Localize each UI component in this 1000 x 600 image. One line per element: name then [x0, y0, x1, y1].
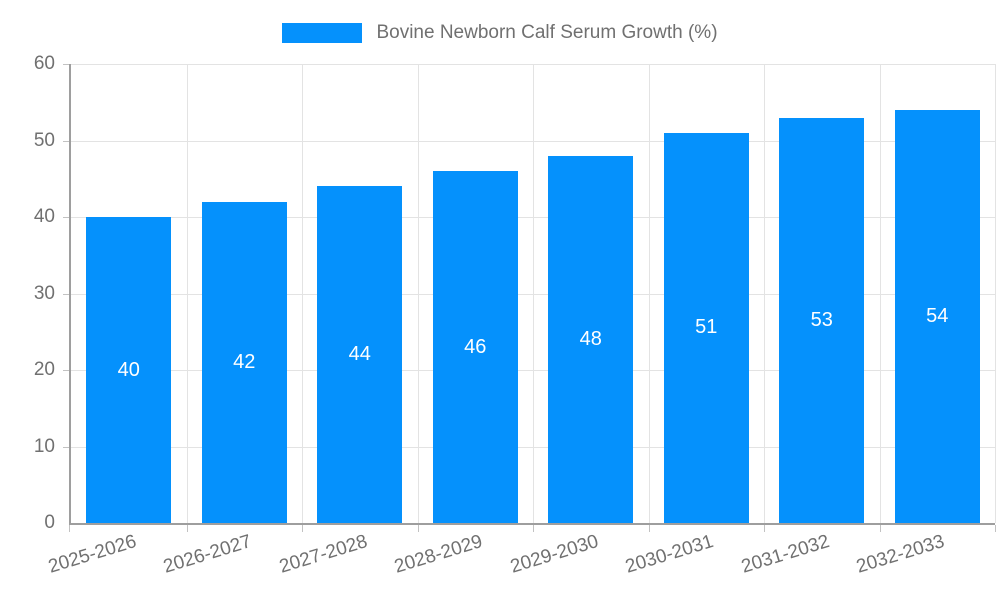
y-axis-tick-label: 50 [33, 129, 55, 151]
gridline-vertical [533, 64, 534, 523]
x-axis-tick [880, 525, 881, 532]
legend-label: Bovine Newborn Calf Serum Growth (%) [376, 22, 718, 43]
y-axis-tick [63, 217, 69, 218]
bar-value-label: 42 [233, 350, 256, 373]
gridline-vertical [649, 64, 650, 523]
bar-value-label: 40 [117, 358, 140, 381]
bar-value-label: 44 [348, 343, 371, 366]
y-axis-tick [63, 140, 69, 142]
gridline-vertical [764, 64, 765, 523]
x-axis-tick-label: 2030-2031 [623, 531, 717, 578]
y-axis-tick-label: 30 [33, 282, 55, 304]
chart-legend[interactable]: Bovine Newborn Calf Serum Growth (%) [0, 22, 1000, 44]
x-axis-tick [187, 525, 188, 532]
x-axis-tick [69, 525, 70, 532]
x-axis-tick [418, 525, 419, 532]
x-axis-tick-label: 2026-2027 [161, 531, 255, 578]
legend-swatch-icon [282, 23, 363, 43]
y-axis-tick [63, 64, 69, 65]
bar-value-label: 48 [579, 327, 602, 350]
bar-value-label: 54 [926, 304, 949, 327]
x-axis-tick-label: 2031-2032 [738, 531, 832, 578]
gridline-vertical [418, 64, 419, 523]
x-axis-tick-label: 2029-2030 [507, 531, 601, 578]
gridline-vertical [187, 64, 188, 523]
bar-value-label: 51 [695, 316, 718, 339]
y-axis-tick [63, 370, 69, 371]
plot-area: 0 10 20 30 40 50 60 40 42 44 46 48 51 53 54 2025-2026 20… [34, 53, 996, 578]
y-axis-tick [63, 446, 69, 448]
y-axis-tick-label: 20 [33, 359, 55, 380]
bar: 54 [894, 109, 980, 523]
y-axis-tick-label: 10 [33, 435, 55, 457]
bar: 46 [432, 171, 518, 523]
y-axis-tick-label: 0 [44, 512, 55, 533]
x-axis-tick [995, 525, 996, 532]
bar: 42 [201, 201, 287, 523]
bar: 40 [86, 217, 172, 523]
x-axis-tick [764, 525, 765, 532]
bar-value-label: 46 [464, 335, 487, 358]
gridline-vertical [302, 64, 303, 523]
bar: 51 [663, 132, 749, 523]
bar: 53 [779, 117, 865, 523]
y-axis-tick-label: 40 [33, 206, 55, 227]
y-axis-tick [63, 293, 69, 295]
gridline-vertical [880, 64, 881, 523]
gridline-vertical [995, 64, 996, 523]
x-axis-tick [533, 525, 534, 532]
y-axis-tick-label: 60 [33, 53, 55, 74]
bar: 44 [317, 186, 403, 523]
x-axis-tick-label: 2032-2033 [854, 531, 948, 578]
x-axis-tick [649, 525, 650, 532]
x-axis-tick-label: 2025-2026 [45, 531, 139, 578]
bar: 48 [548, 155, 634, 523]
x-axis-tick [302, 525, 303, 532]
x-axis-tick-label: 2027-2028 [276, 531, 370, 578]
bar-value-label: 53 [810, 308, 833, 331]
x-axis-tick-label: 2028-2029 [392, 531, 486, 578]
